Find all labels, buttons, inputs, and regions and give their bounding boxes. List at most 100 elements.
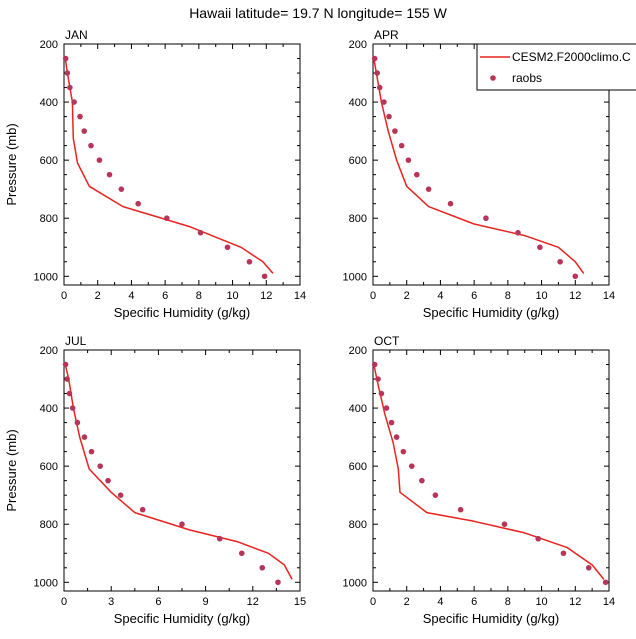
obs-point-jan [118,186,125,192]
obs-point-oct [432,492,439,498]
y-tick-label: 400 [349,403,367,415]
obs-point-apr [376,84,383,91]
x-axis-title-jan: Specific Humidity (g/kg) [114,305,251,320]
obs-point-jul [275,579,281,586]
x-tick-label: 12 [247,596,259,608]
obs-point-oct [400,448,407,455]
x-tick-label: 14 [603,290,615,302]
obs-point-jul [117,492,124,498]
obs-point-oct [457,506,464,513]
obs-point-jan [96,157,103,163]
obs-point-oct [419,477,425,484]
obs-point-oct [602,579,609,586]
y-tick-label: 800 [349,519,367,531]
obs-point-apr [447,200,454,207]
y-tick-label: 600 [40,155,58,167]
y-axis-title-jul: Pressure (mb) [4,429,19,511]
x-tick-label: 2 [404,290,410,302]
obs-point-oct [501,521,508,528]
x-tick-label: 0 [370,290,376,302]
obs-point-jul [88,448,95,455]
obs-point-jul [69,405,76,411]
panel-title-apr: APR [374,28,399,42]
obs-point-apr [557,258,563,265]
y-axis-title-jan: Pressure (mb) [4,123,19,205]
legend: CESM2.F2000climo.C raobs [476,43,636,91]
obs-point-jan [81,128,88,134]
y-tick-label: 400 [40,403,58,415]
model-line-jan [64,58,274,274]
obs-point-jan [261,273,268,280]
x-tick-label: 0 [61,290,67,302]
obs-point-jul [105,477,111,484]
panel-jul: 0 3 6 9 12 15 200 400 600 800 1000 JUL Specific Humi… [4,334,306,626]
obs-point-jul [216,535,223,542]
x-tick-label: 12 [569,290,581,302]
obs-point-jan [67,84,73,91]
y-tick-label: 200 [349,345,367,357]
y-tick-label: 1000 [343,271,367,283]
obs-point-jul [179,521,185,528]
obs-point-jul [74,419,81,426]
obs-point-jul [139,506,146,513]
obs-point-jul [62,361,69,368]
obs-point-oct [388,419,395,426]
obs-point-apr [425,186,432,192]
x-tick-label: 8 [196,290,202,302]
obs-point-apr [483,215,489,222]
model-line-apr [373,58,585,274]
obs-point-jul [66,390,73,397]
x-tick-label: 12 [260,290,272,302]
y-tick-label: 1000 [34,577,58,589]
panel-apr: 0 2 4 6 8 10 12 14 200 400 600 800 1000 APR Specific H… [343,28,616,320]
x-tick-label: 3 [108,596,114,608]
y-tick-label: 800 [349,213,367,225]
x-tick-label: 4 [128,290,134,302]
panel-oct: 0 2 4 6 8 10 12 14 200 400 600 800 1000 OCT Specific H… [343,334,616,626]
obs-point-jan [197,229,204,236]
x-tick-label: 15 [294,596,306,608]
x-axis-title-jul: Specific Humidity (g/kg) [114,611,251,626]
obs-point-jan [71,99,77,105]
y-tick-label: 400 [349,97,367,109]
y-tick-label: 1000 [343,577,367,589]
obs-point-oct [378,390,385,397]
obs-point-apr [392,128,398,134]
x-tick-label: 6 [471,290,477,302]
y-tick-label: 200 [40,345,58,357]
model-line-jul [64,364,293,580]
obs-point-jul [259,564,266,571]
model-line-oct [373,364,605,580]
obs-point-apr [386,113,392,120]
x-tick-label: 4 [437,596,443,608]
panel-jan: 0 2 4 6 8 10 12 14 200 400 600 800 1000 JAN Specific H… [4,28,306,320]
x-axis-title-oct: Specific Humidity (g/kg) [423,611,560,626]
obs-point-oct [375,376,381,382]
x-tick-label: 9 [203,596,209,608]
x-tick-label: 14 [603,596,615,608]
obs-point-apr [381,99,387,105]
x-tick-label: 6 [162,290,168,302]
obs-point-apr [398,142,405,149]
y-tick-label: 400 [40,97,58,109]
y-tick-label: 600 [349,155,367,167]
obs-point-jan [64,70,71,76]
obs-point-jan [164,215,170,222]
obs-point-oct [393,434,400,440]
y-tick-label: 1000 [34,271,58,283]
legend-label-obs: raobs [512,71,542,85]
obs-point-oct [535,535,541,542]
obs-point-oct [408,463,415,469]
x-tick-label: 10 [535,596,547,608]
obs-point-jan [62,55,69,62]
plot-frame-oct [372,349,610,592]
y-tick-label: 600 [40,461,58,473]
x-tick-label: 14 [294,290,306,302]
x-axis-title-apr: Specific Humidity (g/kg) [423,305,560,320]
obs-point-oct [585,564,592,571]
x-tick-label: 10 [226,290,238,302]
obs-point-apr [371,55,378,62]
plot-frame-jul [63,349,301,592]
